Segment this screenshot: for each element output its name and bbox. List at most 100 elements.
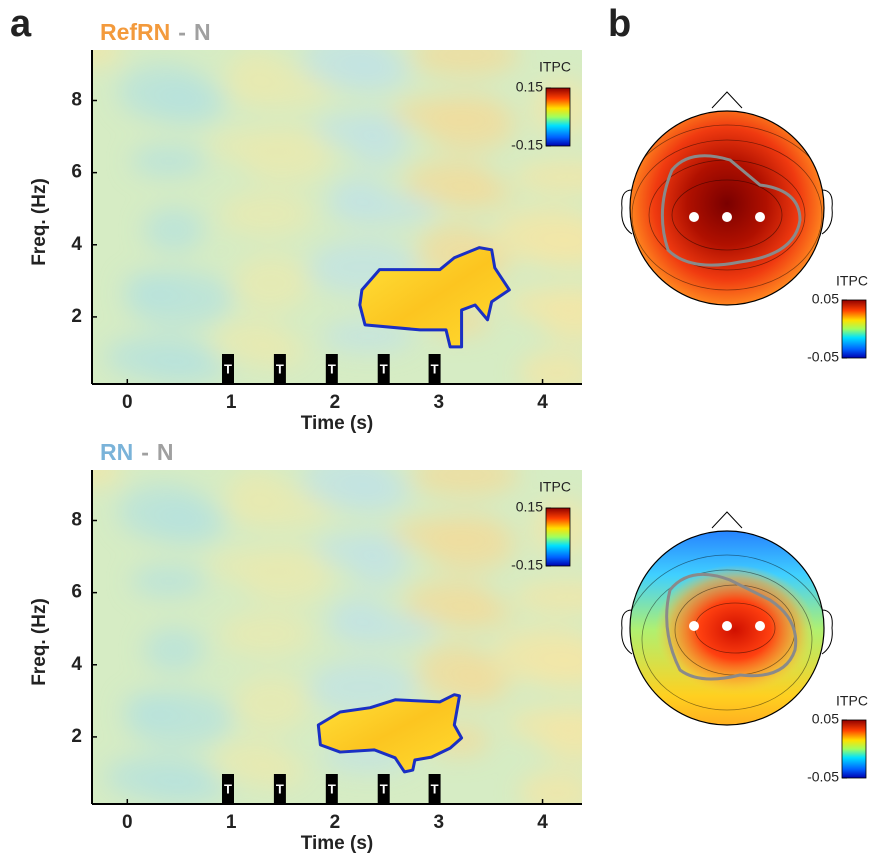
heatmap-blob [391, 517, 499, 549]
x-tick-label: 2 [330, 392, 341, 413]
colorbar-tick-label: 0.15 [516, 79, 543, 95]
heatmap-blob [220, 192, 312, 236]
stimulus-marker [221, 774, 234, 804]
colorbar [545, 87, 571, 147]
heatmap-blob [506, 708, 582, 740]
colorbar-tick-label: 0.15 [516, 499, 543, 515]
heatmap-blob [328, 596, 388, 640]
heatmap-blob [519, 351, 582, 384]
heatmap-blob [213, 739, 289, 783]
heatmap-blob [302, 470, 394, 508]
colorbar [545, 507, 571, 567]
y-tick-label: 2 [71, 306, 82, 327]
heatmap-blob [144, 628, 204, 672]
y-tick-label: 4 [71, 234, 82, 255]
panel-label: a [10, 3, 32, 45]
y-tick-label: 2 [71, 726, 82, 747]
heatmap-blob [92, 50, 122, 66]
heatmap-blob [124, 272, 184, 304]
colorbar-label: ITPC [836, 273, 868, 289]
y-tick-label: 6 [71, 582, 82, 603]
heatmap-blob [131, 145, 207, 177]
stimulus-marker-label: T [276, 781, 284, 796]
stimulus-marker [273, 774, 286, 804]
colorbar-tick-label: 0.05 [812, 291, 839, 307]
heatmap-blob [328, 176, 388, 220]
heatmap-blob [105, 755, 213, 799]
topoplot [621, 91, 867, 359]
y-tick-label: 8 [71, 90, 82, 111]
x-tick-label: 1 [226, 392, 237, 413]
colorbar-tick-label: 0.05 [812, 711, 839, 727]
heatmap-blob [315, 533, 391, 565]
heatmap-blob [131, 565, 207, 597]
heatmap-blob [506, 288, 582, 320]
y-axis-label: Freq. (Hz) [29, 178, 50, 266]
stimulus-marker-label: T [380, 781, 388, 796]
heatmap-blob [302, 50, 394, 88]
colorbar-tick-label: -0.15 [511, 557, 543, 573]
colorbar-tick-label: -0.15 [511, 137, 543, 153]
title-part: N [194, 19, 211, 45]
chart-title: RefRN - N [100, 19, 211, 45]
cluster [358, 246, 511, 349]
heatmap-blob [519, 771, 582, 804]
x-tick-label: 4 [537, 392, 548, 413]
heatmap [92, 470, 582, 804]
colorbar-tick-label: -0.05 [807, 349, 839, 365]
y-tick-label: 4 [71, 654, 82, 675]
x-tick-label: 3 [433, 812, 444, 833]
panel-label: b [608, 3, 631, 45]
heatmap-blob [213, 319, 289, 363]
heatmap-blob [513, 581, 582, 613]
topoplot [621, 511, 867, 779]
y-tick-label: 6 [71, 162, 82, 183]
stimulus-marker-label: T [431, 361, 439, 376]
heatmap-blob [493, 207, 582, 263]
heatmap-blob [118, 64, 210, 120]
heatmap [92, 50, 582, 384]
heatmap-texture [92, 470, 582, 804]
colorbar-label: ITPC [539, 59, 571, 75]
stimulus-marker-label: T [328, 361, 336, 376]
colorbar-label: ITPC [539, 479, 571, 495]
colorbar-tick-label: -0.05 [807, 769, 839, 785]
stimulus-marker [325, 774, 338, 804]
stimulus-marker [428, 774, 441, 804]
chart-title: RN - N [100, 439, 174, 465]
title-part: - [141, 439, 149, 465]
heatmap-blob [124, 692, 184, 724]
x-tick-label: 2 [330, 812, 341, 833]
heatmap-blob [404, 580, 496, 624]
stimulus-marker [428, 354, 441, 384]
stimulus-marker-label: T [224, 361, 232, 376]
heatmap-blob [493, 627, 582, 683]
heatmap-texture [92, 50, 582, 384]
heatmap-blob [315, 113, 391, 145]
x-axis-label: Time (s) [301, 833, 374, 854]
heatmap-blob [207, 549, 315, 581]
stimulus-marker [377, 774, 390, 804]
stimulus-marker-label: T [328, 781, 336, 796]
cluster [316, 693, 464, 774]
heatmap-blob [226, 50, 286, 104]
heatmap-blob [105, 335, 213, 379]
heatmap-blob [118, 484, 210, 540]
heatmap-blob [92, 470, 122, 486]
title-part: RefRN [100, 19, 170, 45]
title-part: RN [100, 439, 133, 465]
title-part: N [157, 439, 174, 465]
stimulus-marker [221, 354, 234, 384]
x-tick-label: 3 [433, 392, 444, 413]
heatmap-blob [144, 208, 204, 252]
stimulus-marker [273, 354, 286, 384]
heatmap-blob [226, 470, 286, 524]
x-tick-label: 0 [122, 392, 133, 413]
heatmap-blob [233, 255, 309, 311]
stimulus-marker-label: T [380, 361, 388, 376]
stimulus-marker-label: T [431, 781, 439, 796]
stimulus-marker [377, 354, 390, 384]
y-axis-label: Freq. (Hz) [29, 598, 50, 686]
heatmap-blob [391, 97, 499, 129]
